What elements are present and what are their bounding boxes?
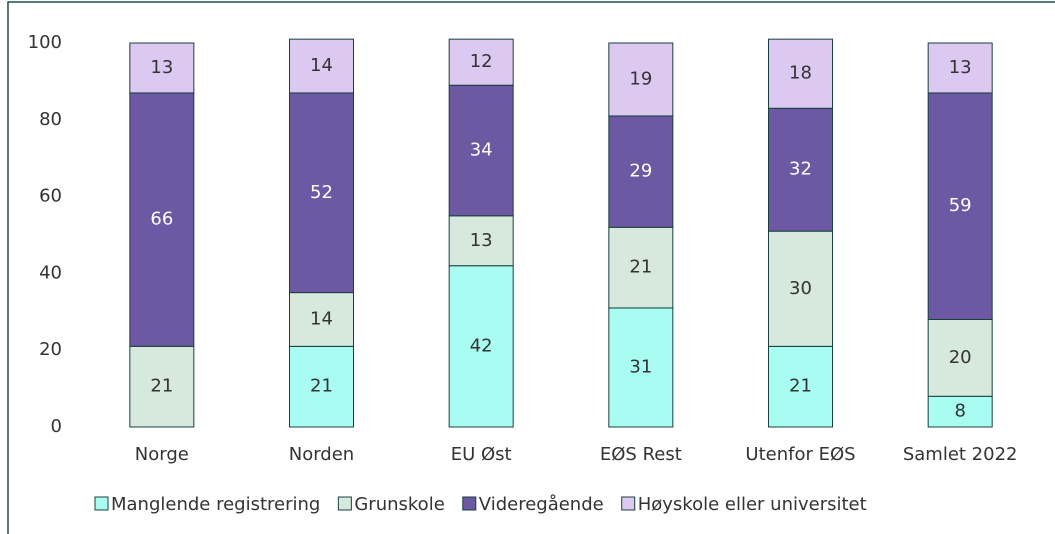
data-label: 19 — [629, 68, 652, 89]
data-label: 59 — [949, 195, 972, 216]
bar-segment — [768, 345, 833, 428]
data-label: 14 — [310, 308, 333, 329]
bar-segment — [448, 215, 514, 267]
y-tick-label: 40 — [39, 262, 62, 283]
legend-swatch — [621, 496, 636, 511]
bar-segment — [608, 115, 674, 228]
x-tick-label: EU Øst — [451, 444, 512, 465]
data-label: 8 — [954, 401, 965, 422]
data-label: 21 — [310, 376, 333, 397]
x-tick-label: Norge — [135, 444, 189, 465]
bar-segment — [768, 230, 833, 347]
data-label: 21 — [629, 257, 652, 278]
data-label: 13 — [470, 230, 493, 251]
y-tick-label: 60 — [39, 186, 62, 207]
legend-label: Høyskole eller universitet — [638, 494, 867, 515]
bar-segment — [608, 42, 674, 117]
data-label: 13 — [150, 57, 173, 78]
bar-segment — [927, 92, 993, 320]
legend-swatch — [94, 496, 109, 511]
data-label: 13 — [949, 57, 972, 78]
y-tick-label: 100 — [28, 32, 62, 53]
bar-segment — [768, 107, 833, 232]
bar-segment — [289, 345, 354, 428]
data-label: 42 — [470, 335, 493, 356]
x-tick-label: Norden — [289, 444, 354, 465]
data-label: 66 — [150, 209, 173, 230]
bar-segment — [927, 42, 993, 94]
bar-segment — [768, 38, 833, 109]
data-label: 29 — [629, 161, 652, 182]
x-tick-label: EØS Rest — [600, 444, 682, 465]
bar-segment — [289, 38, 354, 94]
data-label: 14 — [310, 55, 333, 76]
data-label: 21 — [150, 376, 173, 397]
data-label: 52 — [310, 182, 333, 203]
data-label: 20 — [949, 347, 972, 368]
bar-segment — [129, 92, 195, 347]
bar-segment — [608, 307, 674, 428]
data-label: 30 — [789, 278, 812, 299]
bar-segment — [289, 292, 354, 347]
y-tick-label: 80 — [39, 109, 62, 130]
data-label: 31 — [629, 356, 652, 377]
bar-segment — [289, 92, 354, 294]
bar-segment — [448, 38, 514, 86]
bar-segment — [129, 345, 195, 428]
legend-label: Manglende registrering — [111, 494, 320, 515]
bar-segment — [608, 226, 674, 309]
data-label: 32 — [789, 159, 812, 180]
bar-segment — [448, 265, 514, 428]
bar-segment — [927, 318, 993, 397]
frame — [7, 1, 1055, 534]
bar-segment — [129, 42, 195, 94]
data-label: 34 — [470, 140, 493, 161]
data-label: 18 — [789, 63, 812, 84]
x-tick-label: Utenfor EØS — [745, 444, 855, 465]
legend-swatch — [462, 496, 477, 511]
data-label: 21 — [789, 376, 812, 397]
legend-swatch — [337, 496, 352, 511]
y-tick-label: 20 — [39, 339, 62, 360]
legend-label: Grunskole — [354, 494, 444, 515]
legend-label: Videregående — [479, 494, 604, 515]
bar-segment — [448, 84, 514, 217]
data-label: 12 — [470, 51, 493, 72]
x-tick-label: Samlet 2022 — [903, 444, 1018, 465]
bar-segment — [927, 395, 993, 428]
y-tick-label: 0 — [51, 416, 62, 437]
